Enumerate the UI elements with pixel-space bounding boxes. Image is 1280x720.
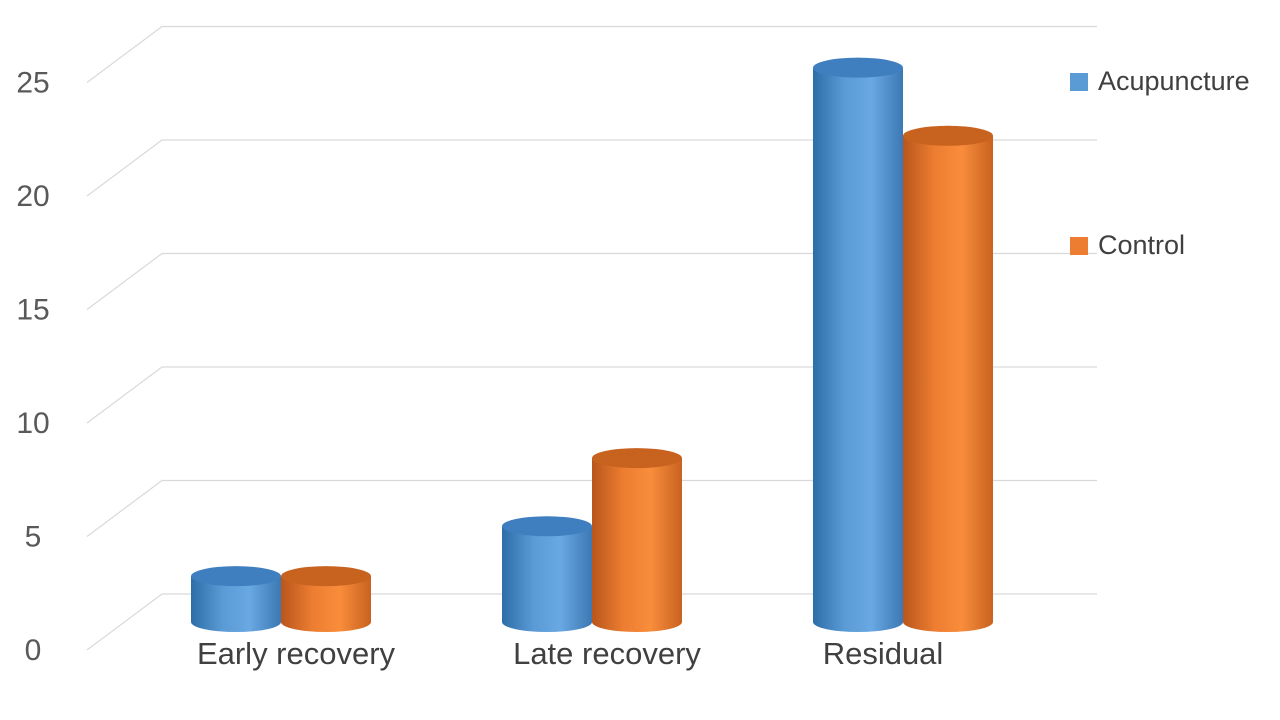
gridline-diagonal <box>86 366 163 424</box>
legend-label-acupuncture: Acupuncture <box>1098 66 1250 96</box>
bar-body <box>592 458 682 632</box>
legend-swatch-control <box>1070 236 1088 255</box>
y-tick-label: 0 <box>25 634 42 667</box>
gridline-diagonal <box>86 593 163 651</box>
y-tick-label: 20 <box>16 180 49 213</box>
bar-control-early-recovery <box>281 566 371 632</box>
bar-control-residual <box>903 125 993 632</box>
x-category-label: Late recovery <box>513 636 701 671</box>
legend-swatch-acupuncture <box>1070 72 1088 91</box>
bar-body <box>813 67 903 632</box>
bar-top <box>281 566 371 587</box>
bars <box>191 57 993 632</box>
bar-body <box>191 576 281 632</box>
y-tick-label: 15 <box>16 294 49 327</box>
x-category-label: Residual <box>823 636 944 671</box>
bar-top <box>813 57 903 78</box>
bar-top <box>592 448 682 469</box>
legend-item-control: Control <box>1070 230 1185 261</box>
bar-body <box>281 576 371 632</box>
bar-acupuncture-early-recovery <box>191 566 281 632</box>
y-axis-ticks: 0 5 10 15 20 25 <box>16 67 49 668</box>
y-tick-label: 10 <box>16 407 49 440</box>
gridline-diagonal <box>86 480 163 537</box>
x-category-label: Early recovery <box>197 636 396 671</box>
gridline-diagonal <box>86 26 163 83</box>
bar-top <box>502 516 592 537</box>
bar-control-late-recovery <box>592 448 682 632</box>
bar-acupuncture-late-recovery <box>502 516 592 632</box>
bar-acupuncture-residual <box>813 57 903 632</box>
x-axis-labels: Early recovery Late recovery Residual <box>197 636 943 671</box>
bar-top <box>903 125 993 146</box>
legend-label-control: Control <box>1098 230 1186 260</box>
y-tick-label: 25 <box>16 67 49 100</box>
bar-body <box>903 135 993 632</box>
bar-top <box>191 566 281 587</box>
y-tick-label: 5 <box>25 521 42 554</box>
legend-item-acupuncture: Acupuncture <box>1070 66 1250 97</box>
gridline-diagonal <box>86 139 163 197</box>
bar-body <box>502 526 592 632</box>
gridline-diagonal <box>86 253 163 310</box>
